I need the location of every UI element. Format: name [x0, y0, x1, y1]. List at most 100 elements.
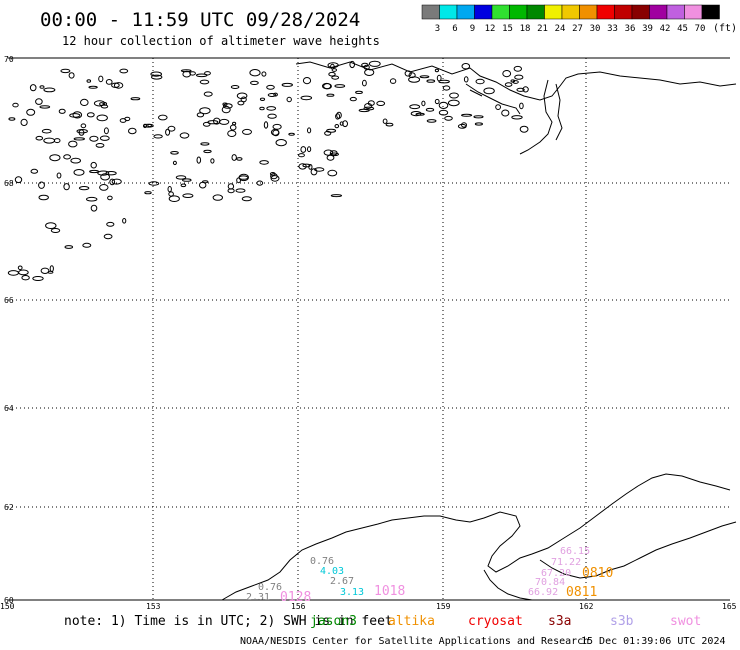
legend-swatch	[684, 4, 703, 20]
ice-contour	[242, 128, 252, 135]
legend-tick-label: 6	[452, 24, 457, 34]
ice-contour	[307, 127, 312, 134]
ice-contour	[426, 79, 436, 83]
ice-contour	[256, 180, 264, 186]
ice-contour	[35, 135, 44, 141]
lon-label-150: 150	[0, 602, 15, 611]
ice-contour	[32, 276, 44, 281]
ice-contour	[310, 168, 318, 176]
peninsula-outline	[519, 79, 563, 155]
ice-contour	[26, 108, 36, 116]
ice-contour	[97, 170, 110, 176]
note-text: note: 1) Time is in UTC; 2) SWH is in fe…	[64, 614, 393, 629]
ice-contour	[203, 91, 213, 97]
ice-contour	[461, 62, 471, 70]
legend-swatch	[474, 4, 493, 20]
ice-contour	[63, 183, 70, 191]
ice-contour	[175, 175, 187, 180]
ice-contour	[72, 111, 83, 119]
ice-contour	[82, 242, 92, 248]
ice-contour	[39, 85, 45, 89]
ice-contour	[99, 184, 109, 191]
ice-contour	[362, 79, 367, 87]
ice-contour	[323, 149, 334, 156]
ice-contour	[240, 96, 247, 103]
ice-contour	[150, 71, 162, 77]
ice-contour	[151, 74, 163, 80]
ice-contour	[113, 82, 124, 89]
ice-contour	[130, 97, 141, 101]
ice-contour	[355, 90, 363, 95]
legend-tick-label: 24	[555, 24, 566, 34]
lon-label-162: 162	[579, 602, 594, 611]
legend-swatch	[421, 4, 440, 20]
ice-contour	[45, 222, 57, 230]
ice-contour	[409, 104, 421, 110]
lat-label-70: 70	[4, 55, 14, 64]
obs-value: 2.67	[330, 576, 354, 587]
ice-contour	[100, 173, 110, 181]
obs-value: 70.84	[535, 577, 565, 588]
ice-contour	[250, 80, 259, 86]
ice-contour	[56, 172, 62, 179]
ice-contour	[330, 194, 343, 198]
ice-contour	[50, 228, 61, 233]
lon-labels: 150 153 156 159 162 165	[0, 602, 737, 611]
ice-contour	[39, 105, 51, 109]
ice-contour	[90, 161, 97, 169]
legend-tick-label: 70	[695, 24, 706, 34]
ice-contour	[236, 157, 243, 161]
ice-contour	[106, 221, 115, 227]
ice-contour	[473, 115, 484, 119]
ice-contour	[502, 70, 512, 78]
ice-contour	[172, 160, 177, 166]
ice-contour	[49, 265, 54, 273]
ice-contour	[40, 267, 50, 274]
ice-contour	[364, 68, 375, 77]
ice-contour	[442, 85, 451, 91]
ice-contour	[511, 115, 523, 120]
ice-contour	[300, 95, 313, 101]
generated-timestamp: 15 Dec 01:39:06 UTC 2024	[581, 636, 726, 647]
legend-swatch	[701, 4, 720, 20]
ice-contour	[200, 142, 210, 146]
ice-contour	[182, 193, 194, 198]
ice-contour	[331, 68, 337, 72]
ice-contour	[426, 119, 437, 123]
ice-contour	[327, 169, 338, 177]
ice-contour	[80, 98, 89, 107]
credit-text: NOAA/NESDIS Center for Satellite Applica…	[240, 636, 589, 647]
ice-contour	[86, 112, 95, 118]
ice-contour	[96, 114, 108, 122]
ice-contour	[328, 71, 336, 77]
ice-contour	[73, 137, 86, 141]
obs-time: 0810	[582, 566, 613, 581]
ice-contour	[434, 68, 439, 73]
ice-contour	[179, 132, 190, 139]
ice-contour	[119, 118, 127, 123]
ice-contour	[21, 275, 30, 281]
ice-contour	[364, 103, 373, 109]
ice-contour	[147, 123, 152, 128]
legend-tick-label: 18	[520, 24, 531, 34]
ice-contour	[168, 191, 174, 197]
ice-contour	[167, 186, 172, 193]
footer-note: note: 1) Time is in UTC; 2) SWH is in fe…	[64, 614, 701, 629]
legend-swatch	[631, 4, 650, 20]
ice-contour	[327, 62, 339, 68]
legend-swatch	[439, 4, 458, 20]
ice-contour	[180, 183, 187, 188]
ice-contour	[165, 128, 171, 136]
ice-contour	[272, 129, 280, 137]
obs-time: 0128	[280, 590, 311, 605]
ice-contour	[68, 140, 78, 148]
lon-label-156: 156	[291, 602, 306, 611]
ice-contour	[212, 194, 224, 201]
ice-contour	[168, 195, 180, 202]
ice-contour	[86, 79, 92, 83]
ice-contour	[376, 100, 386, 107]
south-coastline	[221, 473, 731, 601]
ice-contour	[18, 269, 29, 276]
ice-contour	[222, 103, 233, 109]
ice-contour	[30, 168, 39, 174]
